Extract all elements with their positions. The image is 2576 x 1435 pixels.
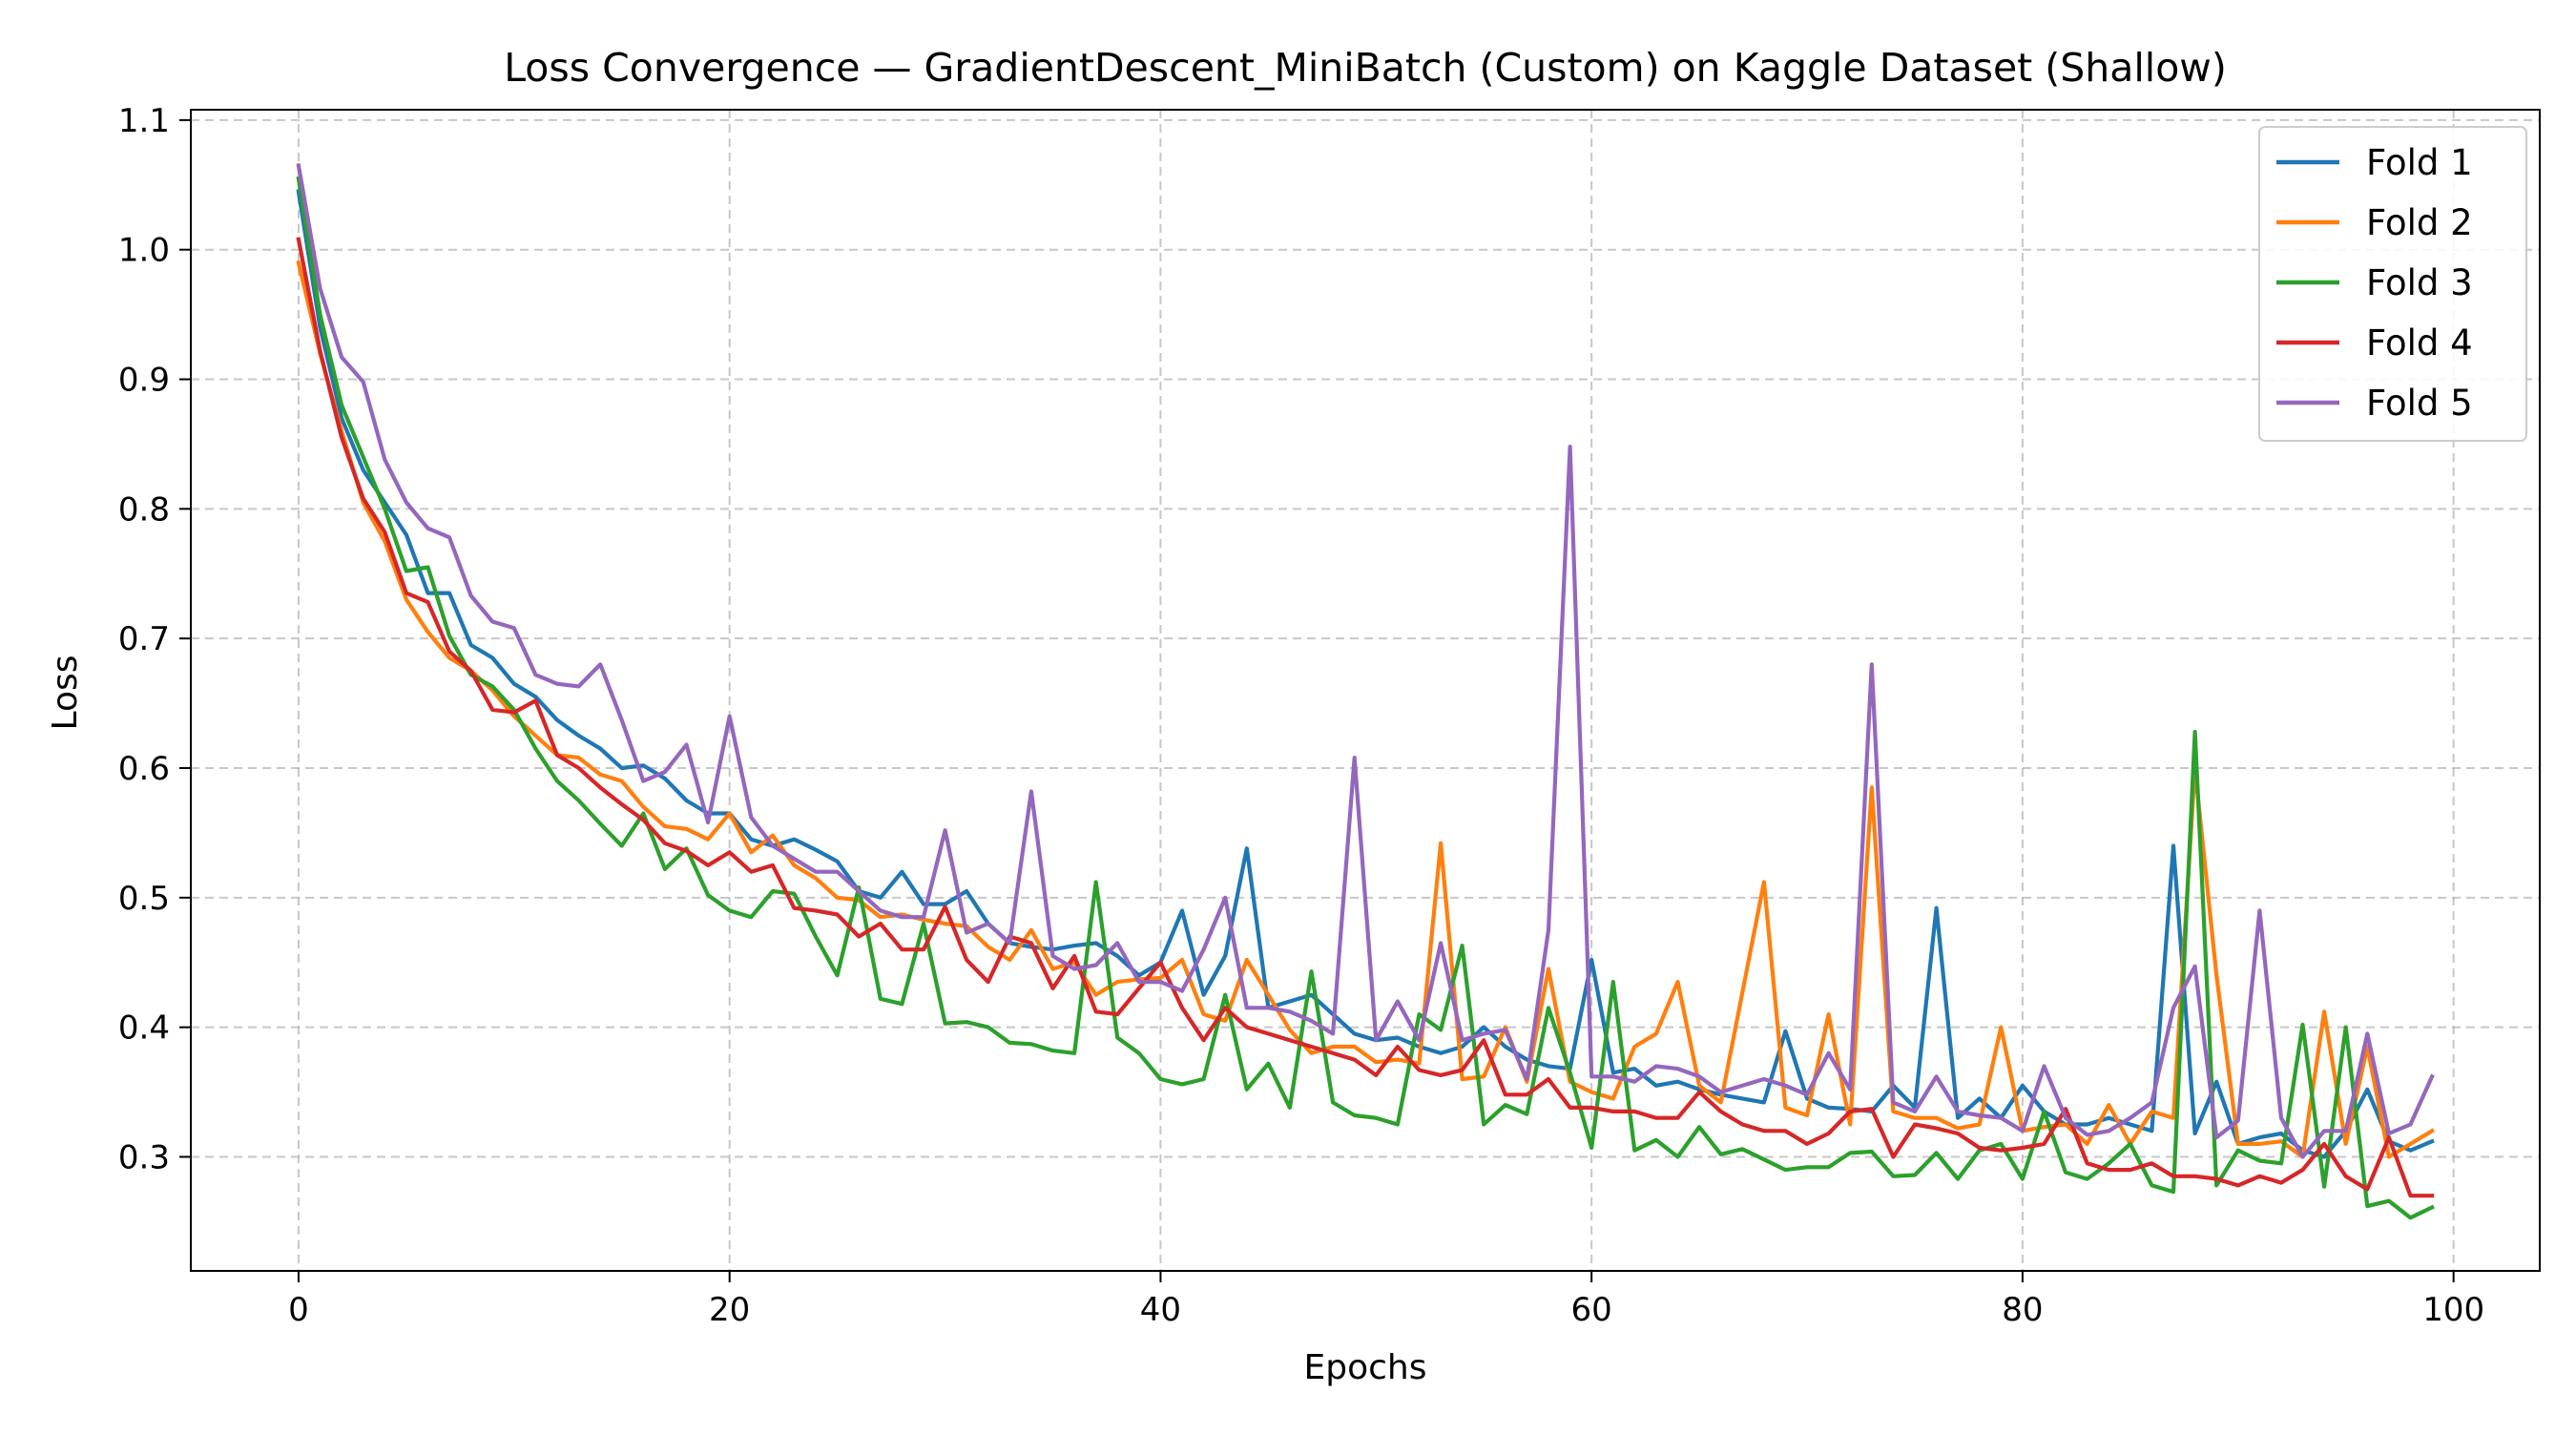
y-tick-label: 1.0 xyxy=(118,232,170,270)
y-tick-label: 0.6 xyxy=(118,750,170,788)
legend-label-fold-1: Fold 1 xyxy=(2366,142,2473,183)
y-tick-label: 0.7 xyxy=(118,620,170,658)
x-axis-label: Epochs xyxy=(1304,1348,1427,1387)
y-tick-label: 0.8 xyxy=(118,490,170,529)
x-tick-label: 40 xyxy=(1140,1291,1181,1329)
x-tick-label: 20 xyxy=(709,1291,750,1329)
legend-box xyxy=(2258,126,2527,442)
y-tick-label: 0.3 xyxy=(118,1138,170,1176)
series-layer xyxy=(296,162,2435,1220)
x-tick-label: 60 xyxy=(1571,1291,1612,1329)
tick-layer: 0 20 40 60 80 100 0.3 0.4 0.5 0.6 0.7 0.8 0.9 1.0 1.1 xyxy=(118,102,2484,1329)
y-tick-label: 0.9 xyxy=(118,362,170,400)
chart-title: Loss Convergence — GradientDescent_MiniB… xyxy=(504,45,2227,91)
grid-layer xyxy=(191,110,2540,1271)
legend: Fold 1 Fold 2 Fold 3 Fold 4 Fold 5 xyxy=(2258,126,2527,442)
series-line-fold-5 xyxy=(296,162,2435,1159)
y-tick-label: 0.4 xyxy=(118,1009,170,1048)
series-line-fold-4 xyxy=(296,237,2435,1198)
legend-label-fold-5: Fold 5 xyxy=(2366,383,2473,424)
x-tick-label: 0 xyxy=(288,1291,309,1329)
legend-label-fold-3: Fold 3 xyxy=(2366,262,2473,303)
y-axis-label: Loss xyxy=(46,655,85,731)
plot-frame xyxy=(190,109,2541,1272)
y-tick-label: 1.1 xyxy=(118,102,170,140)
x-tick-label: 100 xyxy=(2422,1291,2484,1329)
legend-label-fold-4: Fold 4 xyxy=(2366,322,2473,364)
series-line-fold-3 xyxy=(296,176,2435,1220)
y-tick-label: 0.5 xyxy=(118,880,170,918)
x-tick-label: 80 xyxy=(2002,1291,2043,1329)
legend-label-fold-2: Fold 2 xyxy=(2366,202,2473,243)
